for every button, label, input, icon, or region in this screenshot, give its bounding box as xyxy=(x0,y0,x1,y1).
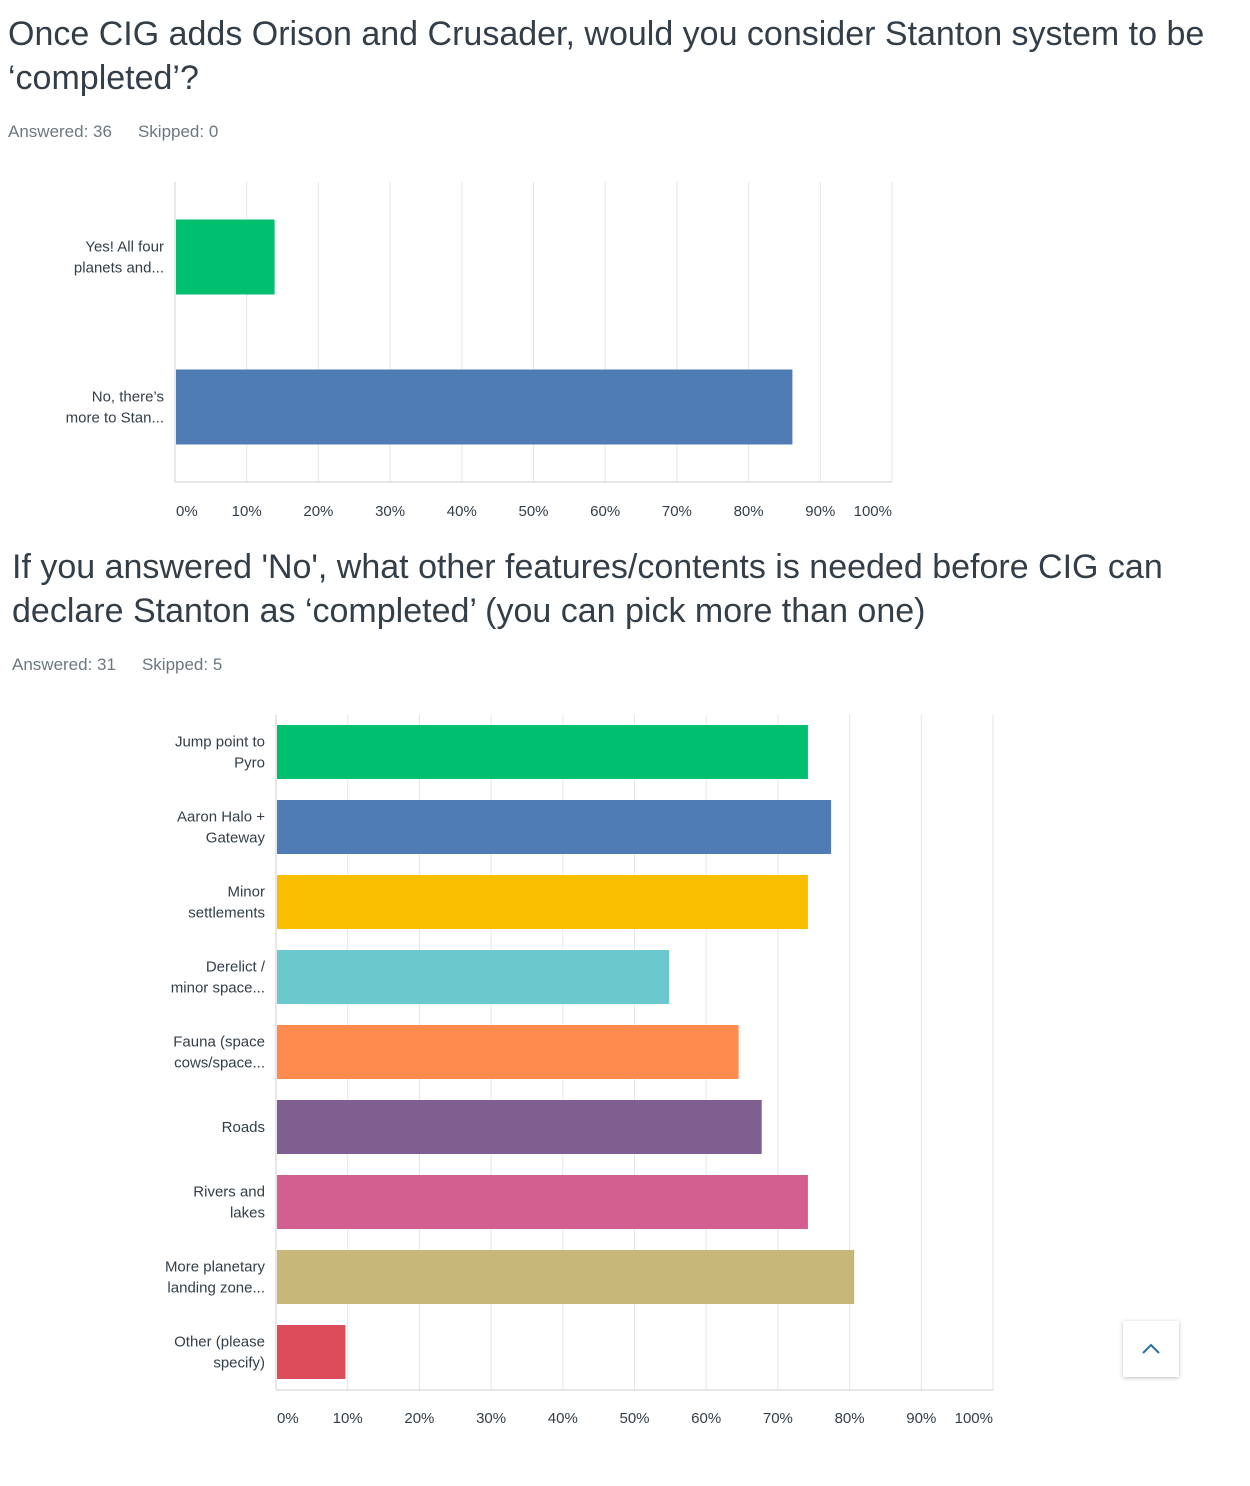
question-2: If you answered 'No', what other feature… xyxy=(12,545,1250,675)
x-tick-label: 80% xyxy=(734,503,764,520)
skipped-count: Skipped: 5 xyxy=(141,655,223,674)
x-tick-label: 50% xyxy=(619,1410,649,1427)
category-label: No, there’s xyxy=(92,389,164,406)
category-label: settlements xyxy=(188,905,265,922)
x-tick-label: 20% xyxy=(303,503,333,520)
category-label: Yes! All four xyxy=(85,239,164,256)
x-tick-label: 90% xyxy=(906,1410,936,1427)
bar xyxy=(176,219,275,295)
x-tick-label: 40% xyxy=(447,503,477,520)
category-label: Gateway xyxy=(206,830,266,847)
x-tick-label: 30% xyxy=(375,503,405,520)
x-tick-label: 50% xyxy=(518,503,548,520)
answered-count: Answered: 31 xyxy=(12,655,116,674)
scroll-to-top-button[interactable] xyxy=(1123,1321,1179,1377)
category-label: More planetary xyxy=(165,1259,266,1276)
question-1-stats: Answered: 36 Skipped: 0 xyxy=(8,122,1246,142)
category-label: lakes xyxy=(230,1205,265,1222)
x-tick-label: 70% xyxy=(763,1410,793,1427)
x-tick-label: 0% xyxy=(176,503,198,520)
question-1: Once CIG adds Orison and Crusader, would… xyxy=(8,12,1246,142)
bar xyxy=(277,950,670,1004)
category-label: Other (please xyxy=(174,1334,265,1351)
x-tick-label: 70% xyxy=(662,503,692,520)
category-label: more to Stan... xyxy=(66,410,164,427)
x-tick-label: 0% xyxy=(277,1410,299,1427)
bar xyxy=(277,725,808,779)
x-tick-label: 40% xyxy=(548,1410,578,1427)
category-label: specify) xyxy=(213,1355,265,1372)
category-label: Fauna (space xyxy=(173,1034,265,1051)
category-label: Rivers and xyxy=(193,1184,265,1201)
x-tick-label: 30% xyxy=(476,1410,506,1427)
category-label: Aaron Halo + xyxy=(177,809,265,826)
category-label: minor space... xyxy=(171,980,265,997)
question-1-title: Once CIG adds Orison and Crusader, would… xyxy=(8,15,1205,97)
bar xyxy=(277,1100,762,1154)
x-tick-label: 20% xyxy=(404,1410,434,1427)
x-tick-label: 90% xyxy=(805,503,835,520)
category-label: Pyro xyxy=(234,755,265,772)
category-label: cows/space... xyxy=(174,1055,265,1072)
bar xyxy=(277,1250,855,1304)
x-tick-label: 60% xyxy=(590,503,620,520)
category-label: Jump point to xyxy=(175,734,265,751)
bar xyxy=(277,1175,808,1229)
x-tick-label: 80% xyxy=(835,1410,865,1427)
bar xyxy=(176,369,793,445)
category-label: Roads xyxy=(222,1119,265,1136)
question-2-stats: Answered: 31 Skipped: 5 xyxy=(12,655,1250,675)
bar xyxy=(277,1025,739,1079)
x-tick-label: 10% xyxy=(333,1410,363,1427)
x-tick-label: 10% xyxy=(232,503,262,520)
category-label: Derelict / xyxy=(206,959,266,976)
bar xyxy=(277,1325,346,1379)
x-tick-label: 100% xyxy=(955,1410,993,1427)
x-tick-label: 100% xyxy=(854,503,892,520)
category-label: planets and... xyxy=(74,260,164,277)
category-label: Minor xyxy=(227,884,265,901)
bar xyxy=(277,800,832,854)
skipped-count: Skipped: 0 xyxy=(137,122,219,141)
answered-count: Answered: 36 xyxy=(8,122,112,141)
category-label: landing zone... xyxy=(167,1280,265,1297)
question-2-title: If you answered 'No', what other feature… xyxy=(12,548,1163,630)
chevron-up-icon xyxy=(1142,1343,1160,1354)
x-tick-label: 60% xyxy=(691,1410,721,1427)
bar xyxy=(277,875,808,929)
